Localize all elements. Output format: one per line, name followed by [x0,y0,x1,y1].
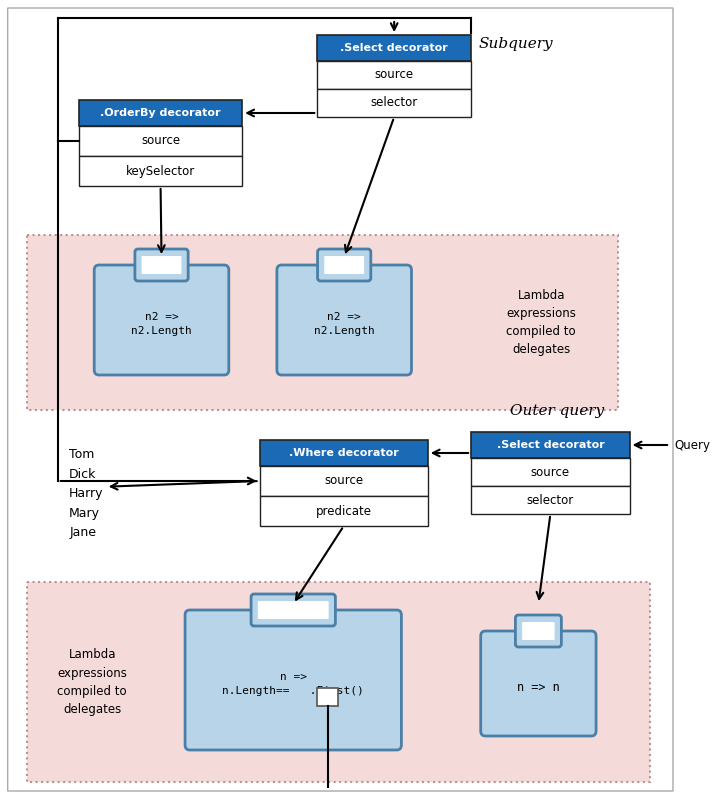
FancyBboxPatch shape [318,688,338,706]
Text: Outer query: Outer query [510,404,604,418]
FancyBboxPatch shape [515,615,561,647]
FancyBboxPatch shape [260,466,428,496]
Text: keySelector: keySelector [126,164,195,178]
Text: Subquery: Subquery [478,37,553,51]
FancyBboxPatch shape [481,631,596,736]
Text: predicate: predicate [315,505,372,517]
FancyBboxPatch shape [471,432,629,458]
FancyBboxPatch shape [522,622,555,640]
Text: n => n: n => n [517,681,560,694]
Text: Query: Query [674,438,710,452]
FancyBboxPatch shape [27,235,618,410]
Text: Lambda
expressions
compiled to
delegates: Lambda expressions compiled to delegates [506,289,576,356]
FancyBboxPatch shape [79,100,242,126]
Text: n2 =>
n2.Length: n2 => n2.Length [131,312,192,336]
FancyBboxPatch shape [94,265,229,375]
FancyBboxPatch shape [79,156,242,186]
FancyBboxPatch shape [258,601,329,619]
FancyBboxPatch shape [324,256,364,274]
FancyBboxPatch shape [142,256,182,274]
Text: source: source [531,465,570,478]
FancyBboxPatch shape [79,126,242,156]
Text: Tom
Dick
Harry
Mary
Jane: Tom Dick Harry Mary Jane [69,448,104,539]
FancyBboxPatch shape [277,265,412,375]
Text: source: source [375,69,414,82]
Text: n =>
n.Length==   .First(): n => n.Length== .First() [222,671,364,696]
FancyBboxPatch shape [318,249,371,281]
Text: .Select decorator: .Select decorator [340,43,448,53]
FancyBboxPatch shape [471,458,629,486]
FancyBboxPatch shape [185,610,402,750]
FancyBboxPatch shape [318,89,471,117]
Text: .Select decorator: .Select decorator [496,440,604,450]
Text: selector: selector [527,493,574,506]
FancyBboxPatch shape [260,440,428,466]
Text: .Where decorator: .Where decorator [289,448,399,458]
FancyBboxPatch shape [318,35,471,61]
Text: .OrderBy decorator: .OrderBy decorator [100,108,221,118]
Text: n2 =>
n2.Length: n2 => n2.Length [314,312,375,336]
FancyBboxPatch shape [135,249,188,281]
FancyBboxPatch shape [27,582,650,782]
FancyBboxPatch shape [318,61,471,89]
Text: source: source [324,474,363,488]
Text: source: source [141,135,180,147]
Text: Lambda
expressions
compiled to
delegates: Lambda expressions compiled to delegates [58,649,127,715]
Text: selector: selector [370,96,418,110]
FancyBboxPatch shape [251,594,335,626]
FancyBboxPatch shape [471,486,629,514]
FancyBboxPatch shape [260,496,428,526]
